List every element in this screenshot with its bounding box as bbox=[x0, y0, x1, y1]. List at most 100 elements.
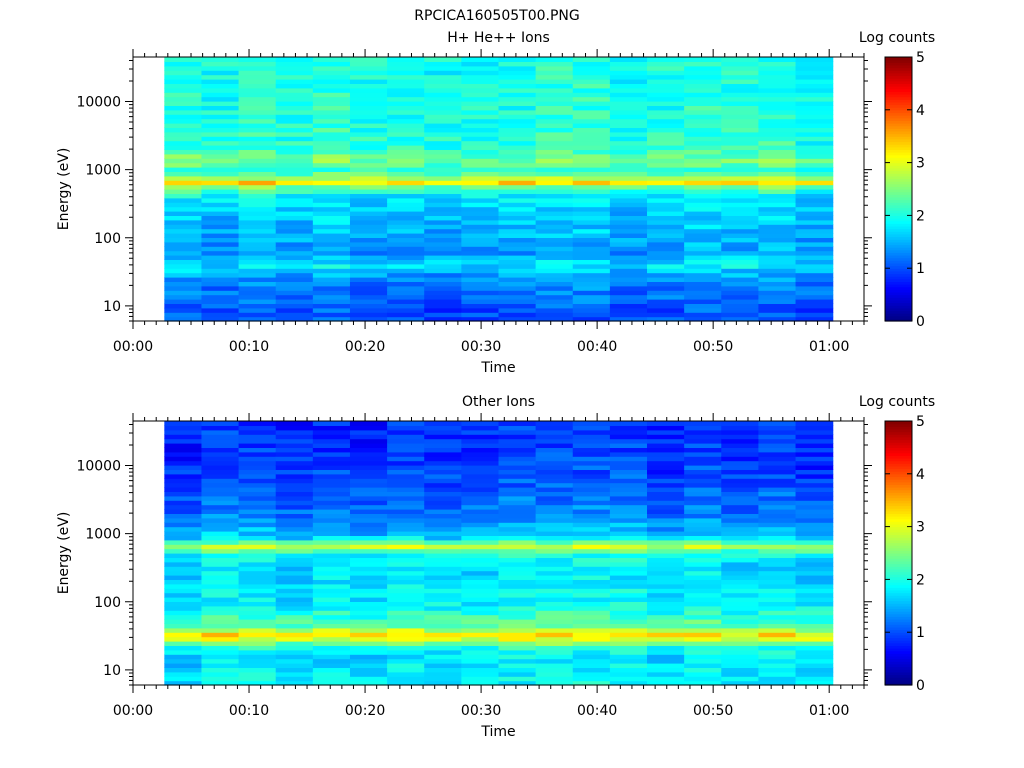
heatmap-cell bbox=[349, 180, 388, 186]
heatmap-cell bbox=[795, 74, 834, 80]
heatmap-cell bbox=[424, 539, 462, 545]
heatmap-cell bbox=[572, 605, 611, 611]
heatmap-cell bbox=[424, 193, 462, 199]
heatmap-cell bbox=[275, 277, 314, 282]
heatmap-cell bbox=[424, 667, 462, 673]
heatmap-cell bbox=[201, 255, 240, 260]
colorbar-segment bbox=[885, 434, 912, 438]
colorbar-segment bbox=[885, 62, 912, 66]
heatmap-cell bbox=[758, 189, 797, 194]
heatmap-cell bbox=[684, 105, 722, 111]
heatmap-cell bbox=[312, 478, 351, 484]
heatmap-cell bbox=[238, 579, 277, 585]
heatmap-cell bbox=[572, 482, 611, 488]
heatmap-cell bbox=[572, 184, 611, 190]
heatmap-cell bbox=[424, 277, 462, 282]
heatmap-cell bbox=[461, 158, 500, 164]
plot-frame bbox=[132, 56, 865, 322]
heatmap-cell bbox=[201, 202, 240, 208]
heatmap-cell bbox=[498, 663, 537, 668]
heatmap-cell bbox=[498, 241, 537, 247]
heatmap-cell bbox=[647, 180, 685, 186]
heatmap-cell bbox=[201, 175, 240, 181]
heatmap-cell bbox=[609, 189, 648, 194]
heatmap-cell bbox=[387, 255, 425, 260]
heatmap-cell bbox=[758, 92, 797, 98]
heatmap-cell bbox=[535, 487, 574, 492]
heatmap-cell bbox=[647, 654, 685, 660]
heatmap-cell bbox=[498, 557, 537, 563]
heatmap-cell bbox=[349, 451, 388, 457]
heatmap-cell bbox=[684, 438, 722, 444]
heatmap-cell bbox=[535, 233, 574, 238]
heatmap-cell bbox=[498, 285, 537, 291]
colorbar-segment bbox=[885, 75, 912, 79]
heatmap-cell bbox=[684, 83, 722, 89]
heatmap-cell bbox=[461, 671, 500, 677]
heatmap-cell bbox=[275, 566, 314, 572]
heatmap-cell bbox=[275, 623, 314, 629]
heatmap-cell bbox=[572, 171, 611, 177]
colorbar-segment bbox=[885, 247, 912, 251]
heatmap-cell bbox=[387, 645, 425, 651]
heatmap-cell bbox=[758, 495, 797, 501]
heatmap-cell bbox=[684, 158, 722, 164]
heatmap-cell bbox=[609, 281, 648, 287]
heatmap-cell bbox=[647, 553, 685, 558]
heatmap-cell bbox=[609, 259, 648, 265]
heatmap-cell bbox=[795, 632, 834, 638]
heatmap-cell bbox=[758, 202, 797, 208]
heatmap-cell bbox=[238, 175, 277, 181]
heatmap-cell bbox=[721, 473, 760, 479]
heatmap-cell bbox=[795, 597, 834, 602]
heatmap-cell bbox=[349, 465, 388, 470]
heatmap-cell bbox=[684, 570, 722, 576]
heatmap-cell bbox=[498, 118, 537, 124]
heatmap-cell bbox=[572, 233, 611, 238]
heatmap-cell bbox=[609, 592, 648, 598]
heatmap-cell bbox=[424, 443, 462, 448]
heatmap-cell bbox=[572, 162, 611, 168]
heatmap-cell bbox=[721, 575, 760, 580]
heatmap-cell bbox=[349, 228, 388, 234]
heatmap-cell bbox=[424, 233, 462, 238]
heatmap-cell bbox=[758, 575, 797, 580]
heatmap-cell bbox=[572, 421, 611, 426]
heatmap-cell bbox=[461, 517, 500, 523]
heatmap-cell bbox=[164, 663, 203, 668]
heatmap-cell bbox=[238, 561, 277, 567]
heatmap-cell bbox=[609, 570, 648, 576]
heatmap-cell bbox=[349, 575, 388, 580]
heatmap-cell bbox=[275, 487, 314, 492]
heatmap-cell bbox=[684, 241, 722, 247]
heatmap-cell bbox=[721, 153, 760, 159]
heatmap-cell bbox=[201, 583, 240, 589]
heatmap-cell bbox=[572, 61, 611, 67]
heatmap-cell bbox=[275, 219, 314, 225]
heatmap-cell bbox=[275, 495, 314, 501]
heatmap-cell bbox=[795, 70, 834, 76]
heatmap-cell bbox=[795, 118, 834, 124]
heatmap-cell bbox=[201, 473, 240, 479]
x-tick-label: 00:20 bbox=[345, 703, 385, 719]
heatmap-cell bbox=[498, 495, 537, 501]
heatmap-cell bbox=[387, 92, 425, 98]
heatmap-cell bbox=[684, 531, 722, 536]
heatmap-cell bbox=[349, 654, 388, 660]
heatmap-cell bbox=[795, 158, 834, 164]
heatmap-cell bbox=[795, 281, 834, 287]
heatmap-cell bbox=[461, 500, 500, 506]
heatmap-cell bbox=[684, 663, 722, 668]
heatmap-cell bbox=[572, 303, 611, 309]
heatmap-cell bbox=[572, 517, 611, 523]
colorbar-segment bbox=[885, 624, 912, 628]
heatmap-cell bbox=[684, 583, 722, 589]
heatmap-cell bbox=[721, 557, 760, 563]
heatmap-cell bbox=[275, 241, 314, 247]
heatmap-cell bbox=[461, 421, 500, 426]
heatmap-cell bbox=[609, 131, 648, 137]
heatmap-cell bbox=[275, 592, 314, 598]
colorbar-segment bbox=[885, 545, 912, 549]
heatmap-cell bbox=[535, 303, 574, 309]
heatmap-cell bbox=[461, 526, 500, 532]
